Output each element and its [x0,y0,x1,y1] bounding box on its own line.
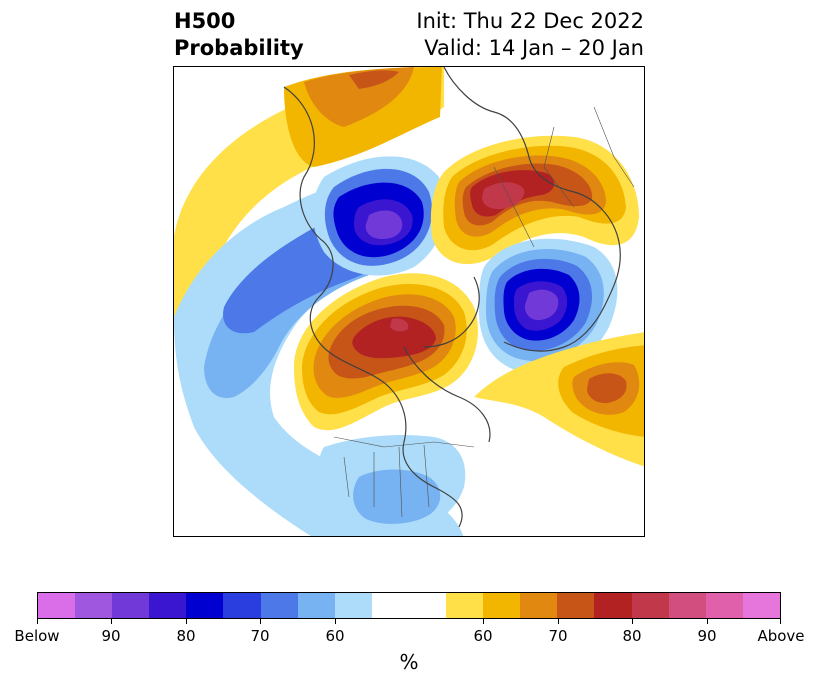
map-title: H500 Probability [174,8,304,62]
colorbar-segment [668,593,706,618]
tick-mark [780,619,781,624]
tick-mark [632,619,633,624]
tick-mark [707,619,708,624]
colorbar-segment [742,593,780,618]
anomaly-central-asia-ridge-70 [304,67,414,127]
anomaly-scandinavia-ridge-85 [482,182,525,210]
tick-mark [37,619,38,624]
colorbar-segment [297,593,335,618]
colorbar [37,592,781,619]
tick-mark [483,619,484,624]
anomaly-central-asia-ridge-75 [349,70,399,89]
colorbar-segment [446,593,484,618]
colorbar-segment [520,593,558,618]
anomaly-siberia-trough-90 [524,289,559,321]
colorbar-unit-label: % [399,650,419,674]
anomaly-north-america-trough-65 [353,469,441,524]
tick-mark [186,619,187,624]
valid-range: Valid: 14 Jan – 20 Jan [424,36,644,60]
colorbar-segment [223,593,261,618]
tick-mark [335,619,336,624]
colorbar-segment [483,593,521,618]
tick-label-above-70: 70 [548,627,568,645]
tick-mark [111,619,112,624]
colorbar-segment [705,593,743,618]
title-variable: H500 [174,9,236,33]
init-date: Init: Thu 22 Dec 2022 [416,9,644,33]
anomaly-alaska-ridge-85 [390,318,409,332]
colorbar-segment [408,593,447,618]
colorbar-segment [260,593,298,618]
tick-mark [260,619,261,624]
colorbar-segment [371,593,409,618]
probability-map [174,67,644,536]
map-panel [173,66,645,537]
colorbar-segment [75,593,113,618]
tick-label-below-60: 60 [325,627,345,645]
political-borders [333,106,635,518]
anomaly-pacific-trough-60 [174,174,464,536]
tick-label-above: Above [757,627,805,645]
colorbar-segment [112,593,150,618]
colorbar-segment [631,593,669,618]
tick-mark [558,619,559,624]
anomaly-canada-trough-95 [365,210,403,239]
tick-label-below: Below [14,627,60,645]
colorbar-segment [186,593,224,618]
colorbar-segment [334,593,372,618]
colorbar-segment [149,593,187,618]
tick-label-above-80: 80 [622,627,642,645]
map-subtitle: Init: Thu 22 Dec 2022 Valid: 14 Jan – 20… [416,8,644,62]
colorbar-segment [557,593,595,618]
tick-label-below-80: 80 [176,627,196,645]
tick-label-above-60: 60 [473,627,493,645]
title-quantity: Probability [174,36,304,60]
colorbar-segment [594,593,632,618]
coastlines [283,67,621,528]
tick-label-above-90: 90 [697,627,717,645]
anomaly-alaska-ridge-80 [352,316,436,359]
tick-label-below-70: 70 [250,627,270,645]
colorbar-segment [38,593,76,618]
anomaly-atlantic-ridge-75 [587,373,627,404]
tick-label-below-90: 90 [101,627,121,645]
